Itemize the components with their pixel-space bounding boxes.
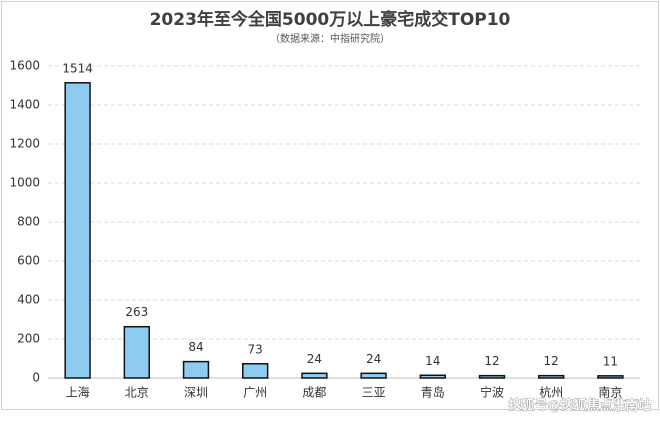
data-label: 1514 bbox=[62, 61, 93, 75]
x-tick-label: 三亚 bbox=[362, 386, 386, 400]
y-tick-label: 800 bbox=[17, 215, 40, 229]
x-tick-label: 宁波 bbox=[480, 385, 504, 400]
x-tick-label: 广州 bbox=[243, 386, 267, 400]
data-label: 73 bbox=[248, 342, 263, 356]
x-tick-label: 南京 bbox=[598, 385, 622, 400]
y-tick-label: 400 bbox=[17, 293, 40, 307]
y-tick-label: 0 bbox=[32, 371, 40, 385]
x-tick-label: 成都 bbox=[302, 386, 326, 400]
y-tick-label: 1200 bbox=[9, 137, 40, 151]
bar bbox=[301, 372, 328, 379]
data-label: 24 bbox=[307, 352, 322, 366]
bar bbox=[242, 363, 269, 379]
data-label: 263 bbox=[125, 305, 148, 319]
y-tick-label: 1600 bbox=[9, 59, 40, 73]
data-label: 12 bbox=[484, 354, 499, 368]
x-tick-label: 北京 bbox=[125, 386, 149, 400]
x-tick-label: 杭州 bbox=[539, 385, 563, 400]
chart-subtitle: （数据来源：中指研究院） bbox=[270, 32, 390, 45]
bar bbox=[360, 372, 387, 379]
bar bbox=[538, 374, 565, 379]
y-tick-label: 600 bbox=[17, 254, 40, 268]
x-tick-label: 上海 bbox=[66, 385, 90, 400]
data-label: 24 bbox=[366, 352, 381, 366]
watermark: 搜狐号@搜狐焦点淮南站 bbox=[508, 398, 651, 414]
chart-title: 2023年至今全国5000万以上豪宅成交TOP10 bbox=[150, 9, 511, 30]
x-tick-label: 深圳 bbox=[184, 386, 208, 400]
y-tick-label: 1400 bbox=[9, 98, 40, 112]
data-label: 12 bbox=[544, 354, 559, 368]
y-tick-label: 200 bbox=[17, 332, 40, 346]
bar bbox=[419, 374, 446, 379]
y-tick-label: 1000 bbox=[9, 176, 40, 190]
data-label: 84 bbox=[188, 340, 203, 354]
bar bbox=[478, 374, 506, 379]
chart-frame bbox=[1, 1, 659, 410]
bar bbox=[123, 325, 150, 379]
bar bbox=[64, 82, 91, 379]
data-label: 11 bbox=[603, 354, 618, 368]
x-tick-label: 青岛 bbox=[421, 385, 445, 400]
data-label: 14 bbox=[425, 354, 440, 368]
bar bbox=[182, 360, 210, 379]
bar bbox=[597, 375, 624, 379]
